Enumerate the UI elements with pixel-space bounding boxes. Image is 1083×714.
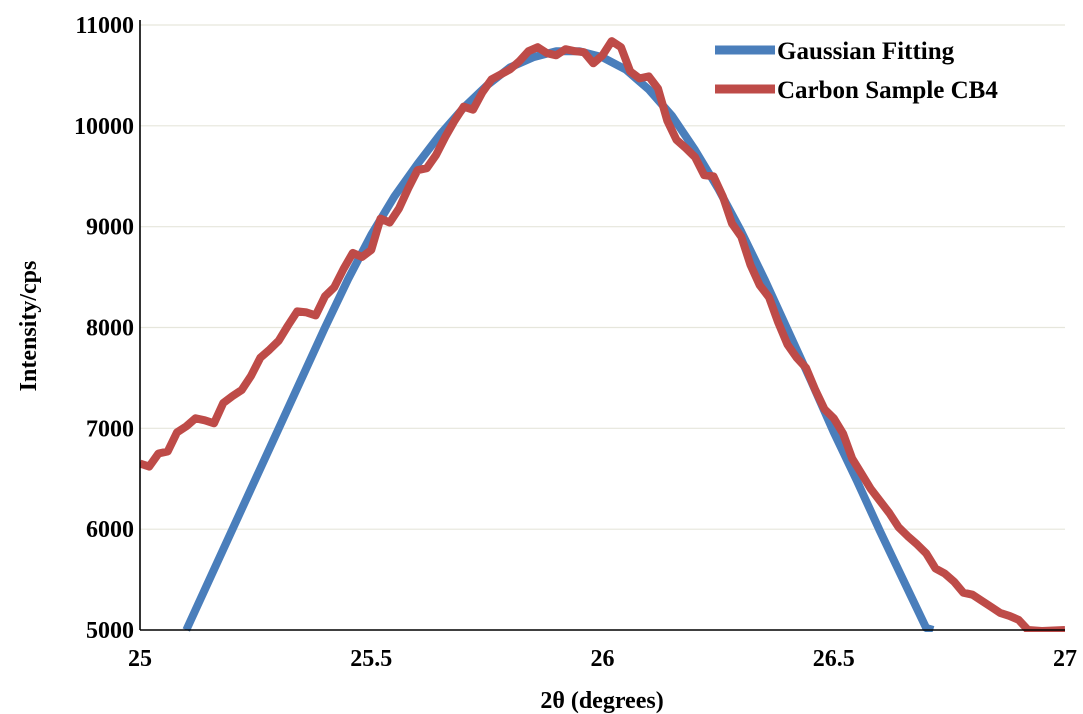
grid-lines <box>140 24 1065 530</box>
y-tick-label-7000: 7000 <box>86 416 134 442</box>
y-tick-label-5000: 5000 <box>86 618 134 644</box>
series-layer <box>140 37 1065 632</box>
legend: Gaussian Fitting Carbon Sample CB4 <box>715 38 998 104</box>
x-tick-label-26-5: 26.5 <box>813 646 855 672</box>
y-tick-label-8000: 8000 <box>86 316 134 342</box>
legend-label-gaussian-fitting: Gaussian Fitting <box>777 38 955 65</box>
series-line-carbon-sample-cb4 <box>140 37 1065 632</box>
y-axis-title: Intensity/cps <box>16 261 42 392</box>
tick-labels: 5000 6000 7000 8000 9000 10000 11000 25 25.5 26 26… <box>74 13 1077 672</box>
y-tick-label-9000: 9000 <box>86 215 134 241</box>
legend-label-carbon-sample-cb4: Carbon Sample CB4 <box>777 77 998 104</box>
series-line-gaussian-fitting <box>182 47 935 632</box>
axes <box>139 20 1065 631</box>
x-tick-label-25-5: 25.5 <box>350 646 392 672</box>
y-tick-label-11000: 11000 <box>75 13 134 39</box>
y-tick-label-6000: 6000 <box>86 517 134 543</box>
x-tick-label-26: 26 <box>591 646 615 672</box>
x-tick-label-27: 27 <box>1053 646 1077 672</box>
x-tick-label-25: 25 <box>128 646 152 672</box>
x-axis-title: 2θ (degrees) <box>540 688 663 714</box>
y-tick-label-10000: 10000 <box>74 114 134 140</box>
